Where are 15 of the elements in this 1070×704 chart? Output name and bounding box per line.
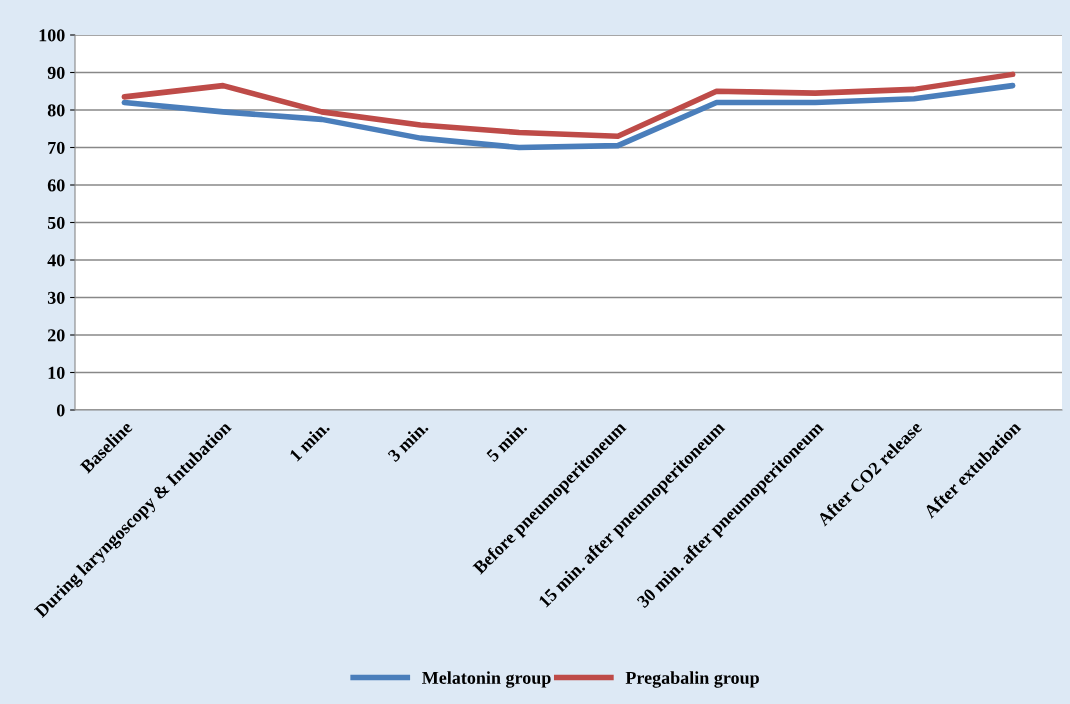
y-tick-label: 10 xyxy=(48,366,65,379)
x-tick-label: 3 min. xyxy=(386,420,429,463)
y-tick-label: 90 xyxy=(47,66,65,79)
y-tick-label: 20 xyxy=(47,329,65,342)
y-tick-label: 80 xyxy=(47,104,65,117)
legend-label: Pregabalin group xyxy=(625,671,759,688)
y-tick-label: 50 xyxy=(47,216,65,229)
y-tick-label: 30 xyxy=(47,291,65,304)
y-tick-label: 60 xyxy=(47,179,65,192)
y-tick-label: 70 xyxy=(48,141,65,154)
y-tick-label: 100 xyxy=(39,29,65,42)
x-tick-label: 1 min. xyxy=(288,420,331,462)
legend-label: Melatonin group xyxy=(422,671,551,688)
y-tick-label: 0 xyxy=(56,404,65,417)
y-tick-label: 40 xyxy=(47,254,65,267)
